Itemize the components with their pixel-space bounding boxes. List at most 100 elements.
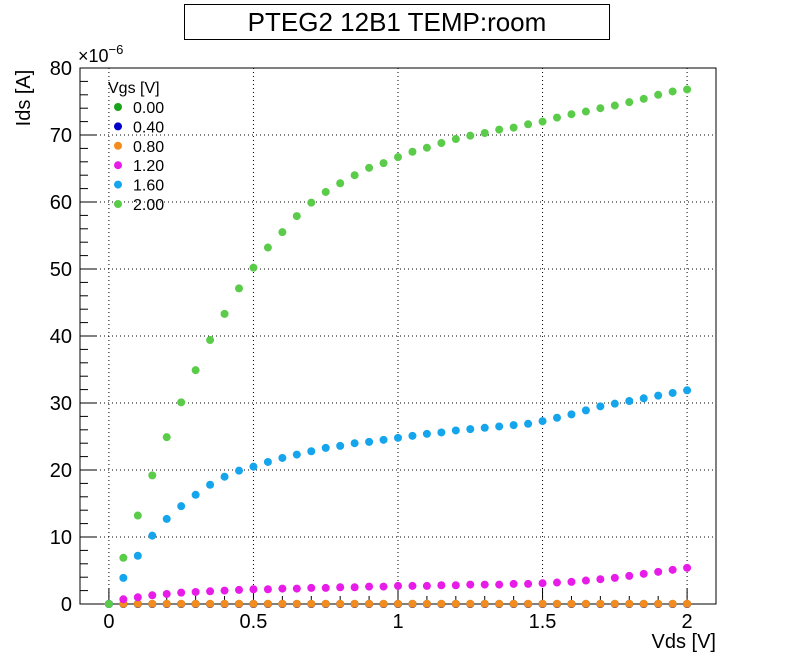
data-point — [235, 585, 243, 594]
data-point — [683, 599, 692, 608]
data-point — [278, 599, 287, 608]
y-tick-label: 40 — [50, 326, 72, 348]
data-point — [683, 85, 692, 94]
data-point — [307, 447, 316, 456]
data-point — [625, 599, 634, 608]
legend-marker — [114, 141, 122, 150]
data-point — [177, 398, 186, 407]
legend-label: 0.40 — [133, 119, 164, 136]
data-point — [365, 582, 374, 591]
data-point — [596, 104, 605, 113]
series-1-60 — [104, 386, 692, 608]
data-point — [321, 443, 330, 452]
data-point — [278, 228, 287, 237]
data-point — [422, 581, 431, 590]
data-point — [104, 600, 113, 608]
data-point — [538, 117, 547, 126]
legend-title: Vgs [V] — [108, 80, 160, 97]
data-point — [553, 413, 561, 422]
data-point — [177, 502, 186, 511]
data-point — [220, 599, 229, 608]
data-point — [437, 581, 446, 590]
data-point — [654, 567, 663, 576]
y-axis-label: Ids [A] — [13, 70, 35, 127]
data-point — [263, 457, 272, 466]
data-point — [625, 571, 634, 580]
data-point — [307, 599, 316, 608]
data-point — [307, 583, 316, 592]
y-axis-exponent: ×10−6 — [78, 42, 123, 66]
data-point — [148, 599, 157, 608]
data-point — [379, 599, 388, 608]
x-tick-label: 1 — [392, 611, 403, 633]
data-point — [365, 599, 374, 608]
data-point — [394, 153, 402, 162]
data-point — [249, 462, 258, 471]
x-tick-label: 1.5 — [529, 611, 557, 633]
data-point — [553, 578, 561, 587]
data-point — [206, 336, 215, 345]
data-point — [567, 410, 576, 419]
data-point — [379, 435, 388, 444]
data-point — [249, 263, 258, 272]
data-point — [567, 599, 576, 608]
data-point — [148, 591, 157, 600]
data-point — [668, 87, 677, 96]
series-0-80 — [104, 599, 692, 608]
legend: Vgs [V] 0.00 0.40 0.80 1.20 1.60 2.00 — [108, 80, 164, 214]
legend-marker — [114, 103, 122, 111]
y-tick-label: 50 — [50, 259, 72, 281]
data-point — [596, 599, 605, 608]
data-point — [394, 433, 402, 442]
data-point — [292, 450, 301, 459]
data-point — [148, 471, 157, 480]
data-point — [336, 179, 345, 188]
data-point — [177, 588, 186, 597]
data-point — [495, 580, 504, 589]
data-point — [509, 579, 518, 588]
data-point — [480, 599, 489, 608]
data-point — [610, 573, 619, 582]
data-point — [422, 599, 431, 608]
data-point — [408, 581, 417, 590]
data-point — [263, 585, 272, 594]
data-point — [408, 147, 417, 156]
data-point — [292, 599, 301, 608]
legend-marker — [114, 200, 122, 208]
y-tick-label: 20 — [50, 460, 72, 482]
data-point — [683, 386, 692, 395]
data-point — [524, 579, 533, 588]
data-point — [394, 599, 402, 608]
x-tick-label: 2 — [682, 611, 693, 633]
data-point — [654, 599, 663, 608]
data-point — [177, 599, 186, 608]
legend-label: 1.60 — [133, 178, 164, 195]
data-point — [639, 599, 648, 608]
data-point — [191, 366, 200, 375]
data-point — [451, 426, 460, 435]
y-tick-label: 10 — [50, 527, 72, 549]
data-point — [437, 599, 446, 608]
data-point — [509, 123, 518, 132]
data-point — [249, 585, 258, 594]
data-point — [379, 159, 388, 168]
data-point — [365, 437, 374, 446]
data-point — [596, 575, 605, 584]
data-point — [292, 584, 301, 593]
data-point — [553, 113, 561, 122]
data-point — [466, 425, 475, 434]
data-point — [668, 388, 677, 397]
data-point — [567, 110, 576, 119]
data-point — [524, 599, 533, 608]
data-point — [263, 243, 272, 252]
data-point — [119, 573, 128, 582]
data-point — [220, 472, 229, 481]
data-point — [639, 394, 648, 403]
data-points — [104, 85, 692, 608]
data-point — [451, 581, 460, 590]
data-point — [278, 453, 287, 462]
data-point — [437, 139, 446, 148]
data-point — [206, 587, 215, 596]
y-axis-exponent-base: ×10 — [78, 46, 109, 66]
data-point — [654, 90, 663, 99]
